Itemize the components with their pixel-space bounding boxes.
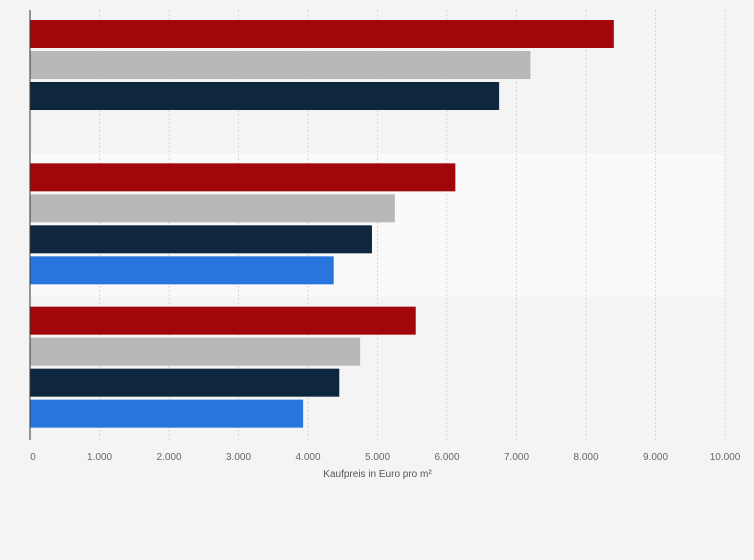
bar-group1-series3[interactable] — [30, 82, 500, 110]
bar-group3-series3[interactable] — [30, 368, 340, 397]
x-tick-label-3: 3.000 — [226, 452, 251, 463]
bars — [30, 20, 614, 428]
bar-group3-series2[interactable] — [30, 337, 361, 366]
x-tick-label-4: 4.000 — [295, 452, 320, 463]
x-tick-label-5: 5.000 — [365, 452, 390, 463]
x-tick-label-10: 10.000 — [710, 452, 741, 463]
x-tick-label-0: 0 — [30, 452, 36, 463]
x-tick-label-6: 6.000 — [434, 452, 459, 463]
x-tick-label-7: 7.000 — [504, 452, 529, 463]
x-tick-label-1: 1.000 — [87, 452, 112, 463]
bar-group3-series1[interactable] — [30, 306, 416, 335]
bar-group3-series4[interactable] — [30, 399, 304, 428]
x-axis-ticks: 0 1.000 2.000 3.000 4.000 5.000 6.000 7.000 8.00… — [30, 452, 741, 463]
bar-group2-series3[interactable] — [30, 225, 372, 254]
bar-group1-series2[interactable] — [30, 51, 531, 79]
bar-group1-series1[interactable] — [30, 20, 614, 48]
x-tick-label-8: 8.000 — [573, 452, 598, 463]
x-tick-label-2: 2.000 — [156, 452, 181, 463]
bar-group2-series4[interactable] — [30, 256, 334, 285]
bar-group2-series1[interactable] — [30, 163, 456, 192]
x-tick-label-9: 9.000 — [643, 452, 668, 463]
x-axis-title: Kaufpreis in Euro pro m² — [323, 469, 432, 480]
bar-group2-series2[interactable] — [30, 194, 395, 223]
